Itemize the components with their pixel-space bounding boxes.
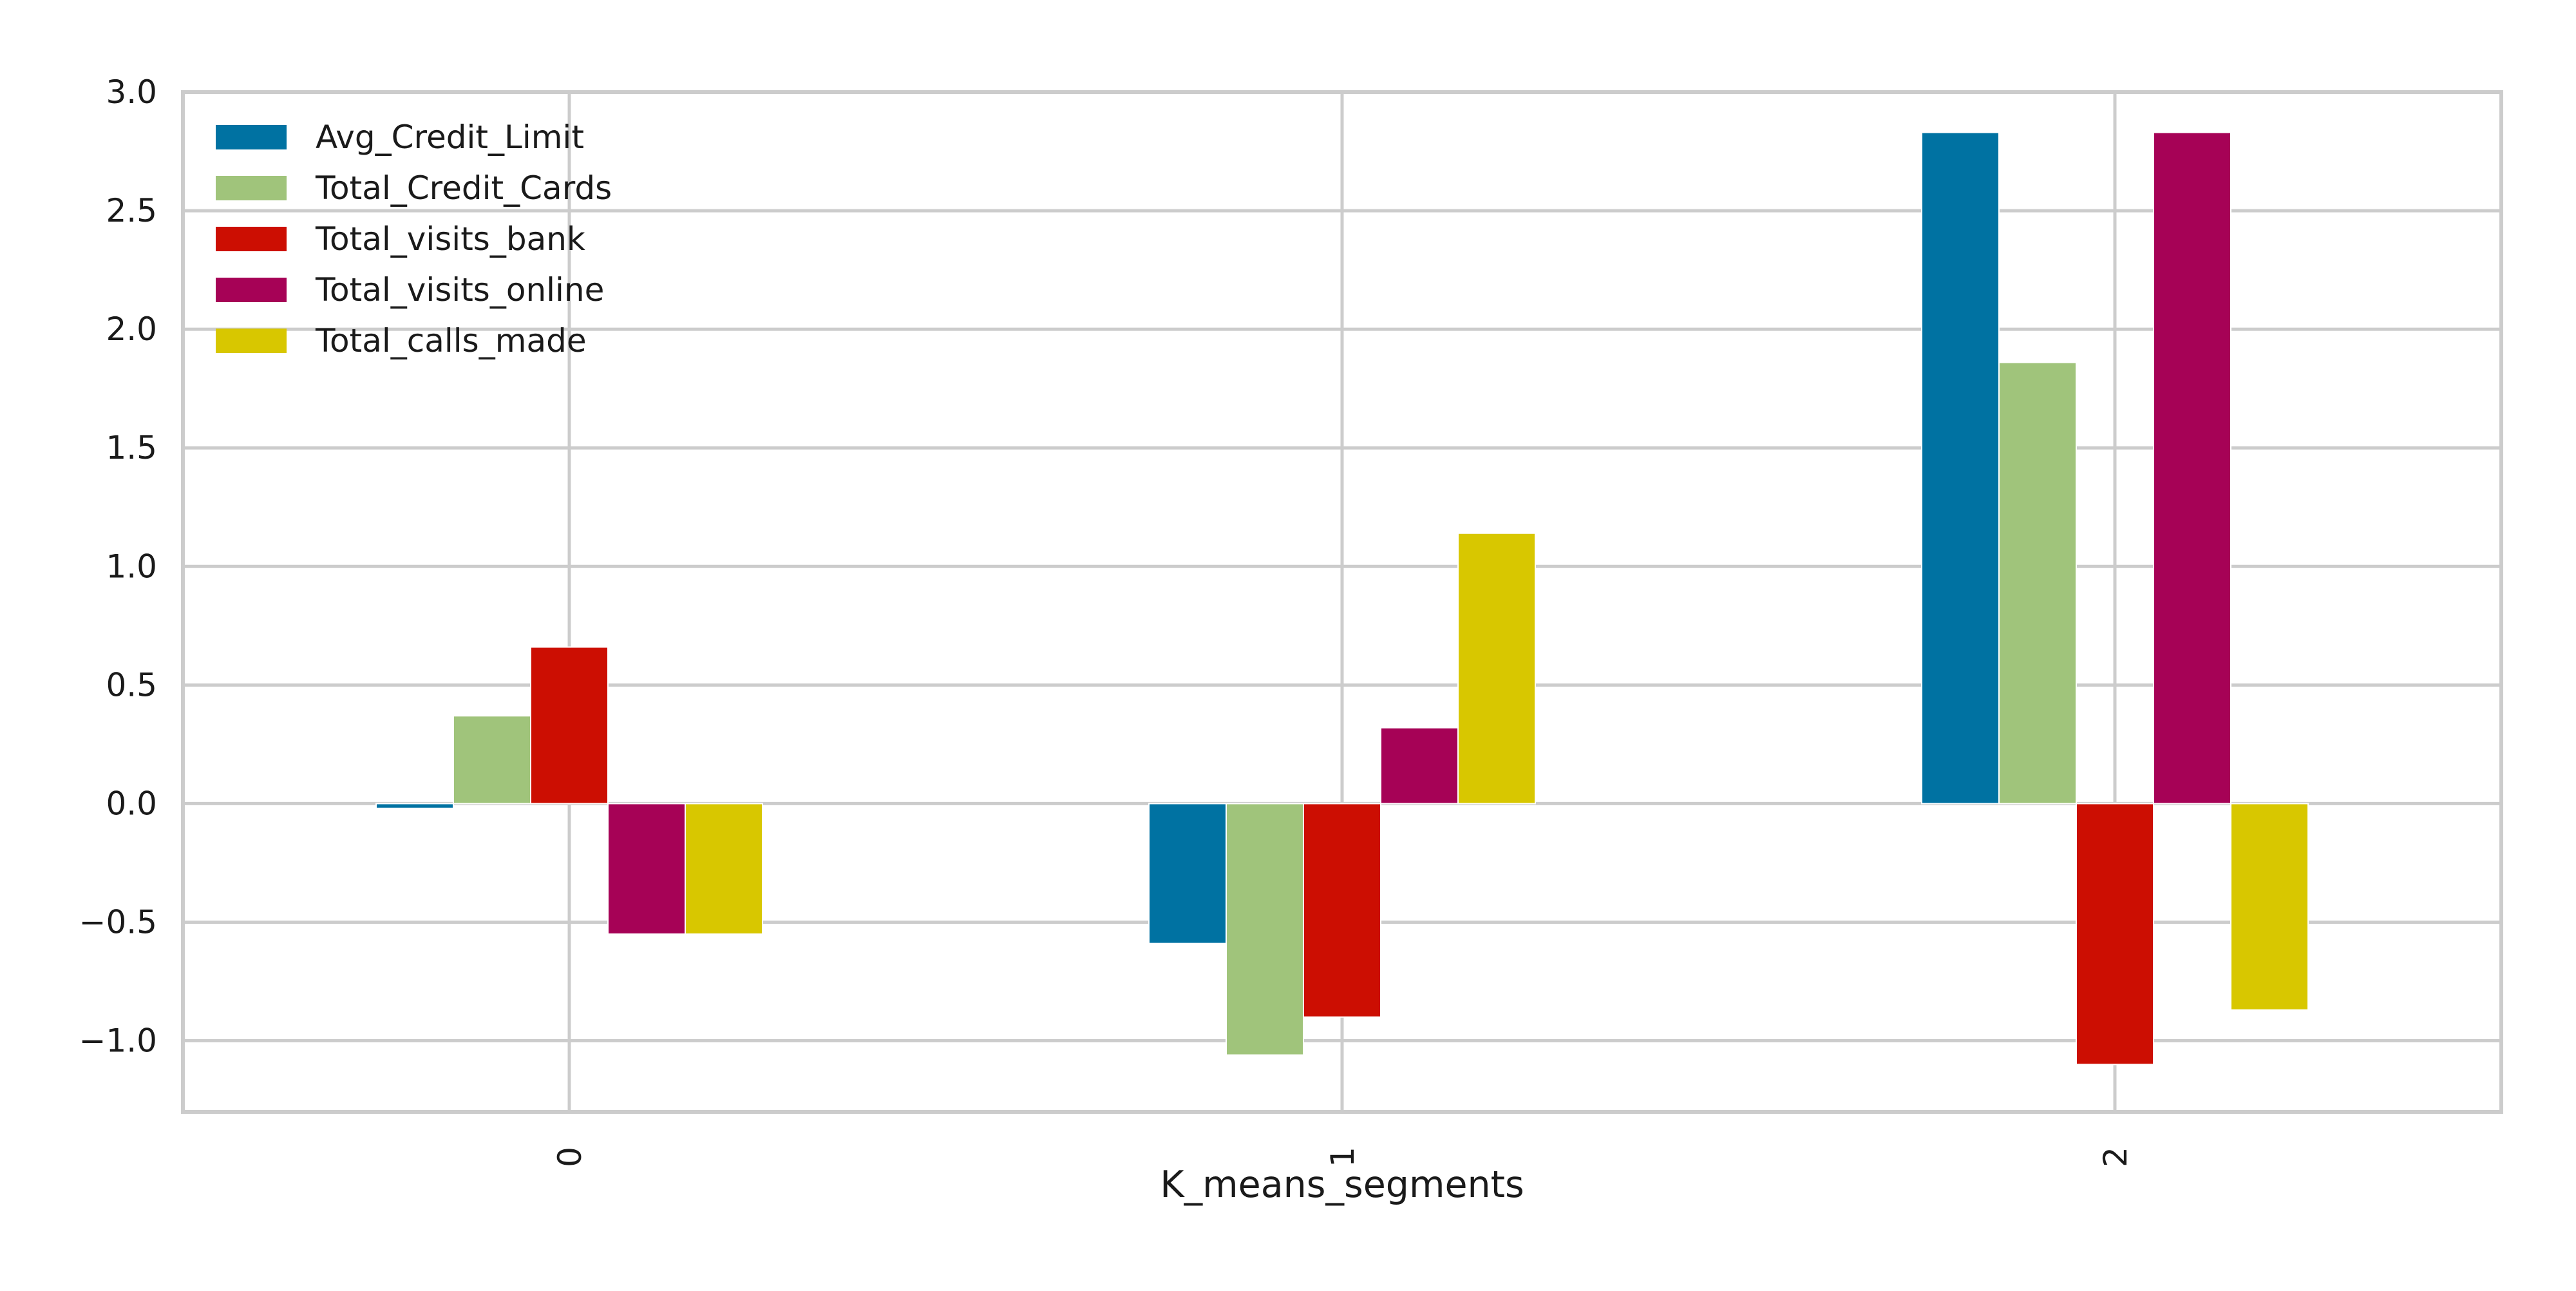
legend-swatch <box>216 176 287 200</box>
x-tick-label: 1 <box>1324 1147 1361 1167</box>
legend: Avg_Credit_Limit Total_Credit_Cards Total_… <box>216 119 612 359</box>
bar-Total_visits_bank-2 <box>2076 803 2154 1066</box>
bar-Total_Credit_Cards-1 <box>1226 803 1304 1056</box>
y-tick-label: 1.5 <box>106 429 157 466</box>
y-tick-label: 0.5 <box>106 666 157 703</box>
y-tick-label: −1.0 <box>79 1022 157 1060</box>
legend-label: Total_Credit_Cards <box>315 169 612 207</box>
bar-Total_visits_online-2 <box>2153 131 2231 805</box>
bar-Total_visits_online-1 <box>1380 727 1459 805</box>
bar-Total_visits_online-0 <box>607 803 686 935</box>
bar-Total_calls_made-1 <box>1457 532 1536 805</box>
legend-swatch <box>216 227 287 251</box>
bar-Total_visits_bank-0 <box>530 646 609 805</box>
bar-Avg_Credit_Limit-1 <box>1148 803 1227 944</box>
y-tick-label: 0.0 <box>106 785 157 822</box>
x-tick-label: 2 <box>2097 1147 2134 1167</box>
legend-swatch <box>216 125 287 149</box>
x-axis-label: K_means_segments <box>1160 1163 1524 1206</box>
bar-Avg_Credit_Limit-2 <box>1921 131 2000 805</box>
legend-label: Total_visits_online <box>315 271 604 309</box>
legend-label: Avg_Credit_Limit <box>316 119 584 156</box>
y-tick-label: 1.0 <box>106 548 157 585</box>
bar-Total_Credit_Cards-0 <box>453 715 531 805</box>
y-tick-label: −0.5 <box>79 903 157 941</box>
plot-frame <box>181 90 2503 1114</box>
legend-swatch <box>216 278 287 302</box>
bar-Total_visits_bank-1 <box>1303 803 1381 1018</box>
bar-Total_calls_made-0 <box>685 803 763 935</box>
tick-layer: 3.0 2.5 2.0 1.5 1.0 0.5 0.0 −0.5 −1.0 0 1 2 <box>79 73 2134 1167</box>
legend-swatch <box>216 329 287 353</box>
bar-Total_Credit_Cards-2 <box>1998 361 2077 805</box>
bar-layer <box>375 131 2309 1066</box>
legend-label: Total_calls_made <box>315 322 587 359</box>
legend-label: Total_visits_bank <box>315 220 585 258</box>
y-tick-label: 2.0 <box>106 311 157 348</box>
y-tick-label: 2.5 <box>106 192 157 229</box>
x-tick-label: 0 <box>551 1147 589 1167</box>
bar-Avg_Credit_Limit-0 <box>375 803 454 809</box>
bar-Total_calls_made-2 <box>2230 803 2309 1011</box>
y-tick-label: 3.0 <box>106 73 157 111</box>
